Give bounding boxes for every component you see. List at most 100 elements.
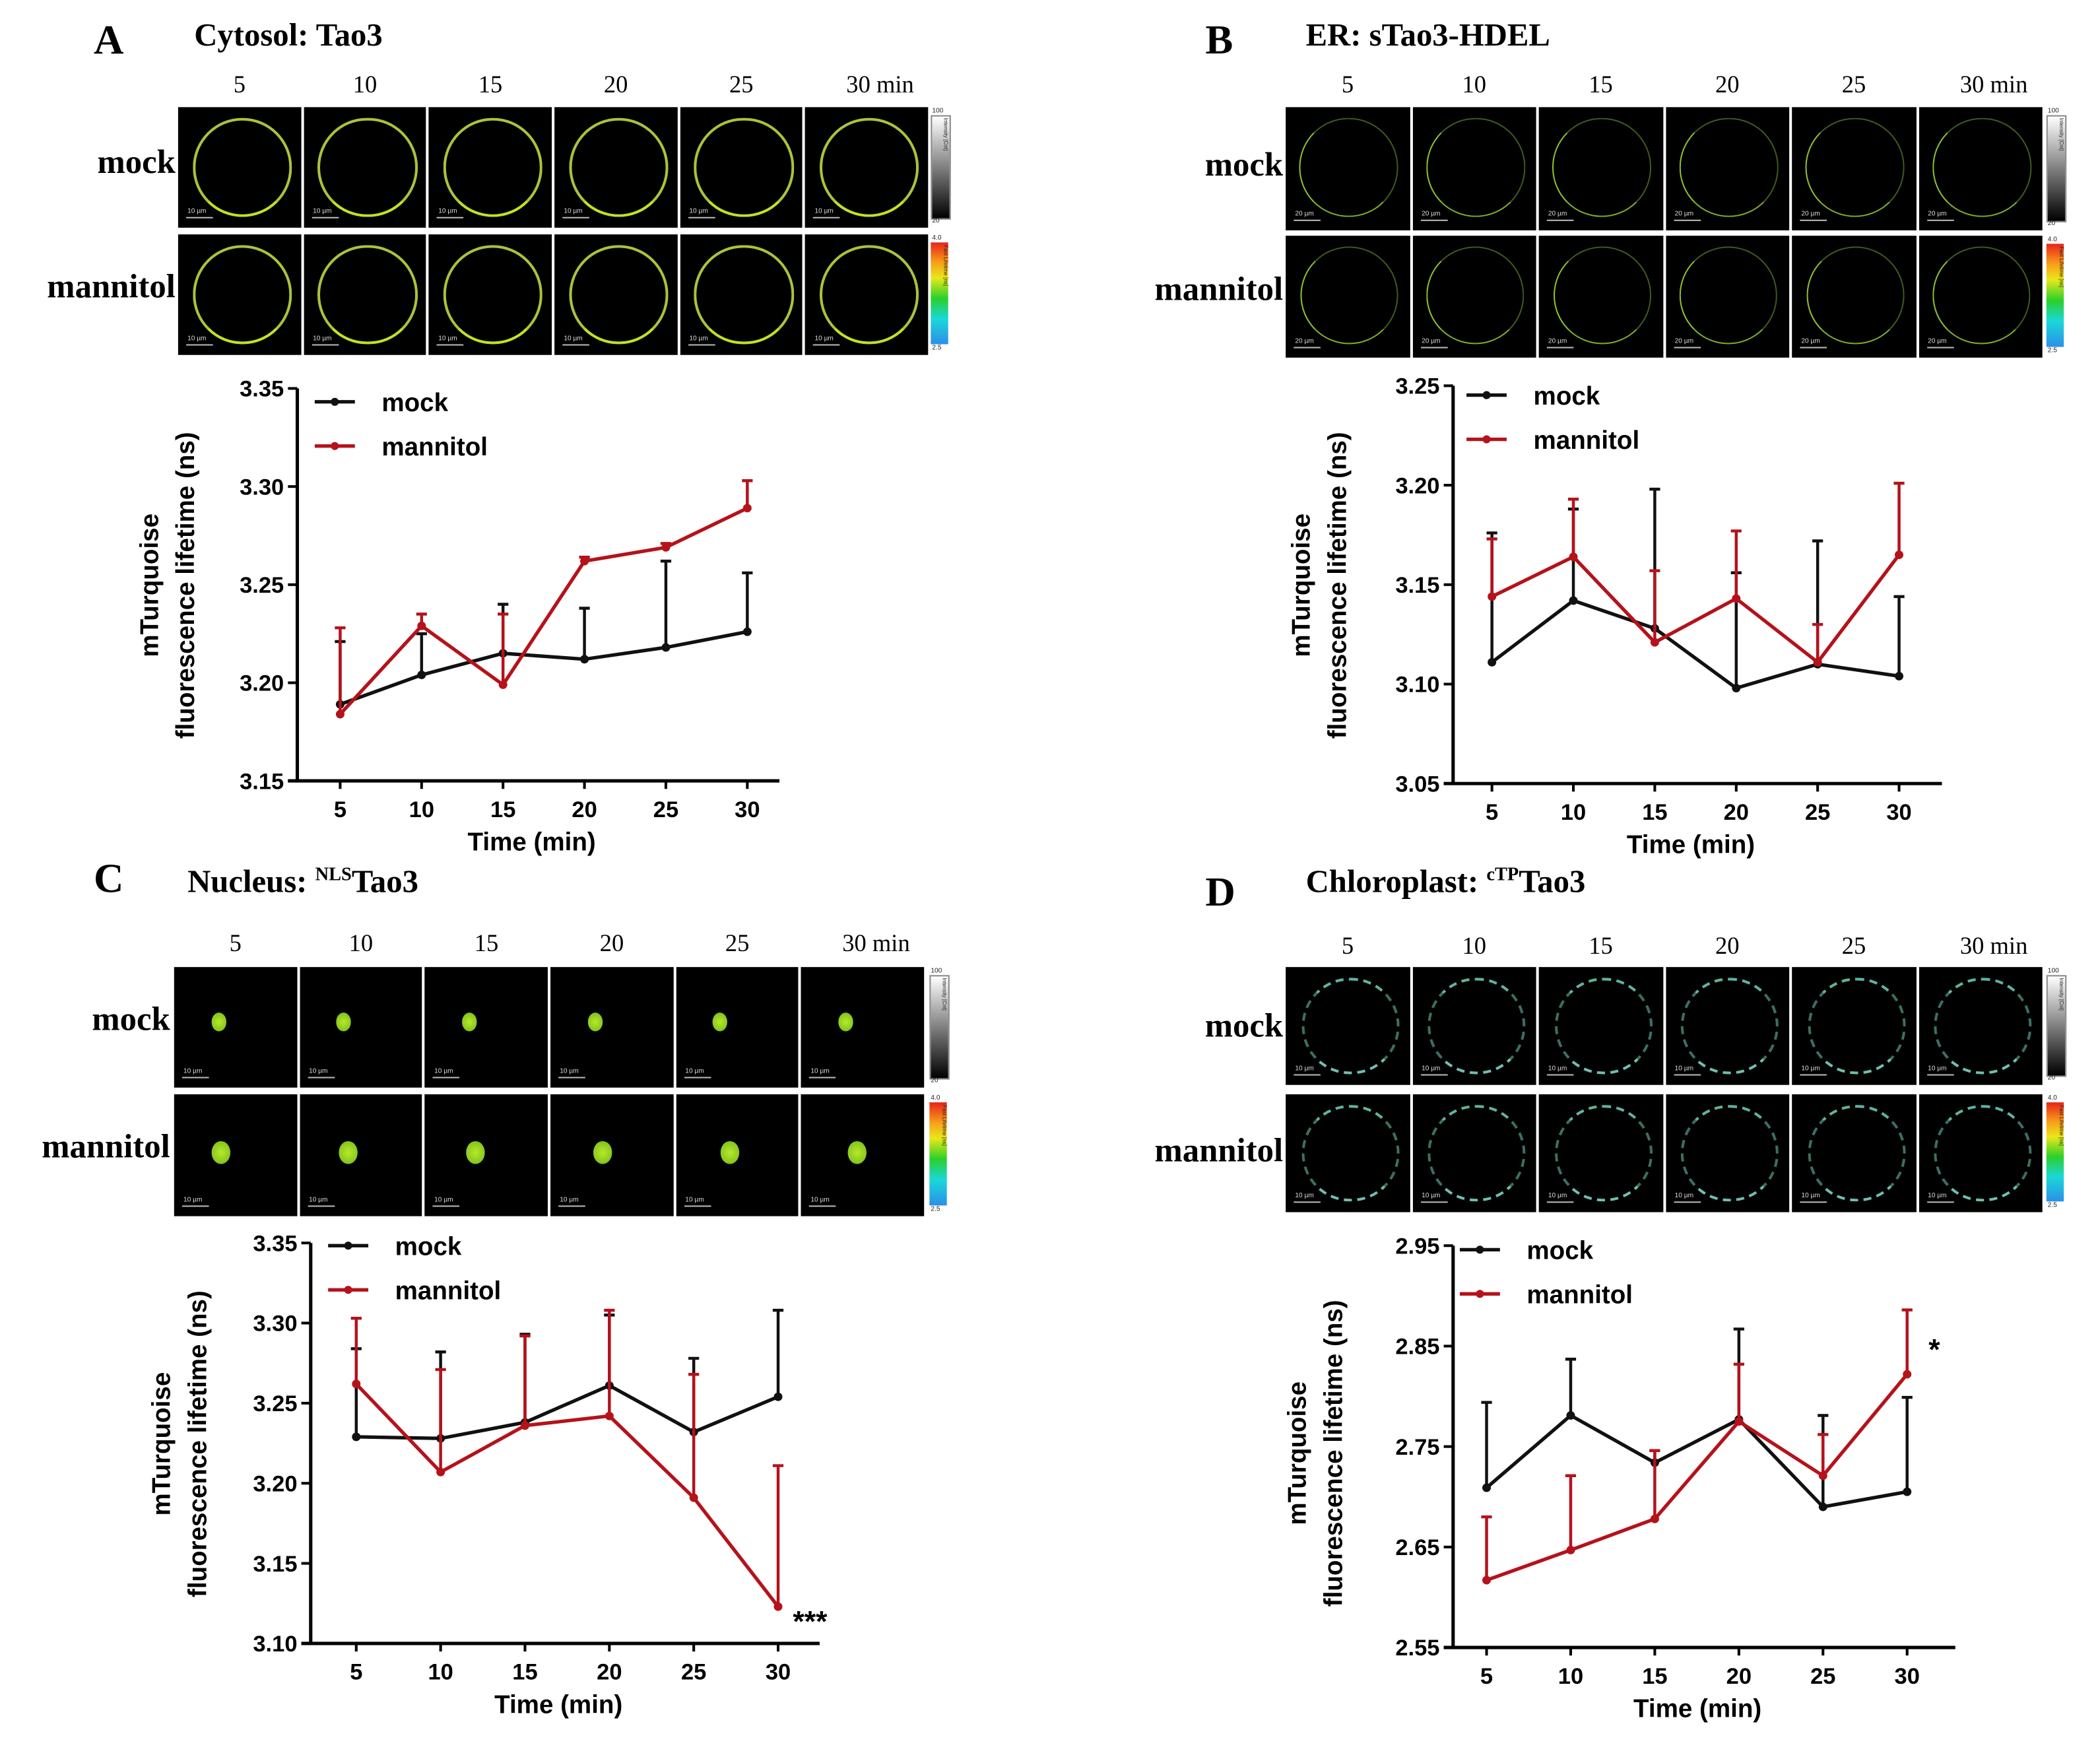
time-label: 15 bbox=[478, 71, 503, 98]
series-line bbox=[356, 1383, 779, 1440]
colorbar-min-label: 2.5 bbox=[2047, 1201, 2057, 1210]
colorbar-min-label: 20 bbox=[2047, 219, 2056, 228]
time-label: 5 bbox=[229, 929, 242, 956]
colorbar-max-label: 4.0 bbox=[2047, 1094, 2057, 1103]
micrograph-image: 20 µm bbox=[1412, 107, 1536, 231]
intensity-colorbar bbox=[931, 115, 951, 220]
membrane-signal bbox=[1426, 117, 1525, 217]
data-point bbox=[605, 1411, 614, 1420]
x-tick-label: 10 bbox=[409, 797, 434, 822]
chloroplast-signal bbox=[1681, 1104, 1779, 1202]
y-axis-label: fluorescence lifetime (ns) bbox=[172, 432, 200, 739]
lifetime-colorbar bbox=[931, 242, 948, 345]
micrograph-image: 10 µm bbox=[1286, 1094, 1410, 1212]
scale-bar-label: 10 µm bbox=[438, 335, 457, 343]
micrograph-image: 10 µm bbox=[429, 234, 552, 355]
scale-bar-label: 10 µm bbox=[814, 335, 834, 343]
x-tick-label: 25 bbox=[1810, 1664, 1835, 1689]
chloroplast-signal bbox=[1554, 977, 1653, 1075]
colorbar-max-label: 100 bbox=[932, 107, 944, 116]
scale-bar bbox=[1294, 219, 1321, 221]
scale-bar-label: 10 µm bbox=[1548, 1065, 1567, 1073]
scale-bar-label: 10 µm bbox=[1674, 1192, 1694, 1201]
series-line bbox=[354, 1382, 780, 1608]
significance-annotation: * bbox=[1928, 1334, 1940, 1366]
scale-bar-label: 20 µm bbox=[1295, 337, 1314, 346]
y-axis-label: mTurquoise bbox=[148, 1372, 176, 1516]
time-label: 25 bbox=[725, 929, 750, 956]
row-label-mock: mock bbox=[97, 145, 176, 181]
panel-title: Chloroplast: cTPTao3 bbox=[1306, 865, 1586, 902]
y-tick-label: 2.55 bbox=[1395, 1636, 1439, 1661]
x-tick-label: 20 bbox=[1726, 1664, 1752, 1689]
y-tick-label: 3.30 bbox=[240, 475, 284, 500]
time-label: 15 bbox=[1589, 932, 1613, 959]
scale-bar bbox=[813, 344, 841, 346]
y-tick-label: 3.25 bbox=[253, 1391, 297, 1416]
intensity-colorbar bbox=[2046, 975, 2067, 1077]
colorbar-title: Fast Lifetime [ns] bbox=[942, 245, 950, 286]
scale-bar-label: 10 µm bbox=[689, 335, 708, 343]
micrograph-image: 20 µm bbox=[1412, 236, 1536, 358]
legend-label: mannitol bbox=[395, 1277, 502, 1305]
x-axis-label: Time (min) bbox=[1633, 1695, 1761, 1723]
membrane-signal bbox=[694, 245, 794, 345]
colorbar-min-label: 2.5 bbox=[932, 344, 942, 352]
data-point bbox=[1903, 1487, 1912, 1496]
membrane-signal bbox=[1426, 246, 1525, 345]
x-tick-label: 15 bbox=[1642, 1664, 1667, 1689]
data-point bbox=[1903, 1370, 1912, 1379]
legend-marker bbox=[1476, 1245, 1484, 1254]
data-point bbox=[773, 1602, 783, 1611]
legend-label: mock bbox=[381, 389, 448, 417]
scale-bar bbox=[312, 344, 339, 346]
data-point bbox=[661, 643, 671, 652]
membrane-signal bbox=[820, 245, 919, 345]
micrograph-image: 10 µm bbox=[801, 967, 925, 1088]
membrane-signal bbox=[568, 245, 669, 345]
y-tick-label: 3.35 bbox=[253, 1231, 297, 1256]
colorbar-title: Fast Lifetime [ns] bbox=[2058, 246, 2066, 288]
scale-bar-label: 10 µm bbox=[1801, 1065, 1820, 1073]
colorbar-min-label: 2.5 bbox=[2047, 347, 2057, 355]
title-prefix: Nucleus: bbox=[187, 865, 315, 900]
data-point bbox=[352, 1432, 361, 1442]
nucleus-signal bbox=[336, 1012, 351, 1032]
scale-bar bbox=[1800, 1074, 1827, 1076]
scale-bar bbox=[1673, 1074, 1701, 1076]
colorbar-max-label: 100 bbox=[931, 967, 942, 976]
scale-bar-label: 20 µm bbox=[1422, 210, 1441, 218]
chloroplast-signal bbox=[1428, 977, 1526, 1075]
data-point bbox=[1482, 1483, 1492, 1492]
chloroplast-signal bbox=[1934, 977, 2032, 1075]
data-point bbox=[498, 680, 508, 689]
time-label: 30 min bbox=[846, 71, 914, 98]
micrograph-image: 10 µm bbox=[676, 1094, 799, 1216]
membrane-signal bbox=[192, 117, 292, 217]
nucleus-signal bbox=[461, 1012, 477, 1032]
chloroplast-signal bbox=[1301, 977, 1399, 1075]
time-label: 10 bbox=[348, 929, 374, 956]
time-label: 20 bbox=[1715, 932, 1740, 959]
scale-bar-label: 10 µm bbox=[1674, 1065, 1694, 1073]
title-prefix: Chloroplast: bbox=[1305, 865, 1487, 900]
x-tick-label: 25 bbox=[653, 797, 678, 822]
y-tick-label: 3.25 bbox=[1395, 374, 1439, 399]
nucleus-signal bbox=[848, 1141, 867, 1164]
chloroplast-signal bbox=[1301, 1104, 1399, 1202]
time-label: 10 bbox=[1462, 71, 1487, 98]
chart-C: 3.10 3.15 3.20 3.25 3.30 3.35 5 10 15 20 25 30 Time … bbox=[148, 1231, 828, 1719]
data-point bbox=[436, 1467, 445, 1477]
x-tick-label: 5 bbox=[1486, 800, 1498, 825]
legend-marker bbox=[331, 397, 339, 406]
series-mannitol bbox=[350, 1308, 784, 1611]
scale-bar bbox=[308, 1077, 335, 1079]
chart-A: 3.15 3.20 3.25 3.30 3.35 5 10 15 20 25 30 Time (min… bbox=[135, 377, 780, 857]
data-point bbox=[689, 1493, 698, 1502]
chart-D: 2.55 2.65 2.75 2.85 2.95 5 10 15 20 25 30 Time (min… bbox=[1284, 1234, 1955, 1723]
scale-bar-label: 10 µm bbox=[434, 1067, 453, 1076]
scale-bar bbox=[433, 1077, 460, 1079]
y-tick-label: 3.15 bbox=[253, 1552, 297, 1577]
series-line bbox=[339, 506, 748, 715]
